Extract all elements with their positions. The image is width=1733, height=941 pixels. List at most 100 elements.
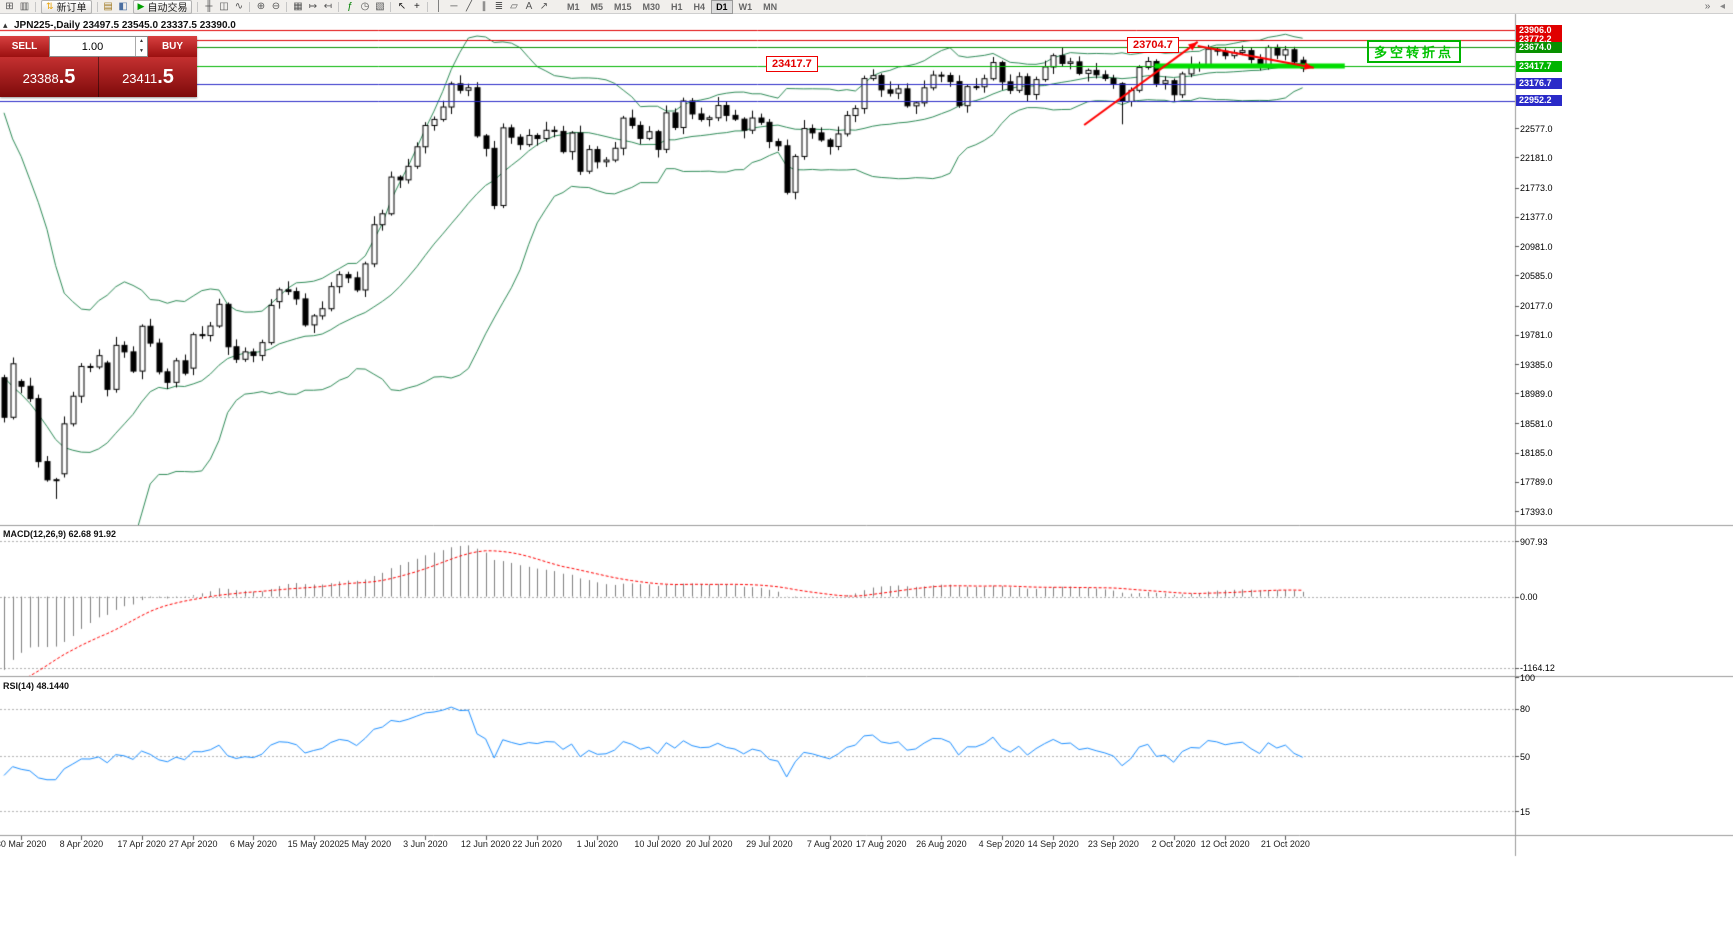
- price-axis-label: 21773.0: [1520, 183, 1553, 194]
- timeframe-h1[interactable]: H1: [671, 1, 683, 12]
- autotrading-button[interactable]: ▶ 自动交易: [132, 0, 193, 14]
- zoom-in-icon[interactable]: ⊕: [256, 1, 266, 12]
- date-axis-label: 30 Mar 2020: [0, 839, 47, 849]
- price-axis-label: 20585.0: [1520, 270, 1553, 281]
- trendline-icon[interactable]: ╱: [465, 1, 472, 12]
- timeframe-m1[interactable]: M1: [566, 1, 580, 12]
- buy-button[interactable]: BUY: [148, 36, 197, 57]
- toolbar-overflow-icon[interactable]: »: [1704, 1, 1711, 12]
- candlestick-icon[interactable]: ◫: [219, 1, 229, 12]
- line-chart-icon[interactable]: ∿: [234, 1, 244, 12]
- shapes-icon[interactable]: ▱: [510, 1, 518, 12]
- price-tag: 23906.0: [1516, 24, 1562, 36]
- arrows-icon[interactable]: ↗: [539, 1, 549, 12]
- date-axis-label: 1 Jul 2020: [576, 839, 619, 849]
- autotrading-icon: ▶: [137, 1, 145, 11]
- macd-axis-label: -1164.12: [1520, 663, 1555, 674]
- rsi-axis-label: 50: [1520, 751, 1531, 762]
- horizontal-line-icon[interactable]: ─: [450, 1, 458, 12]
- price-axis-label: 17393.0: [1520, 506, 1553, 517]
- one-click-trade-panel: SELL 1.00 ▲ ▼ BUY 23388.5 23411.5: [0, 36, 197, 97]
- sell-price-frac: .5: [58, 66, 76, 88]
- toolbar-separator: [35, 1, 36, 12]
- price-axis-label: 22181.0: [1520, 152, 1553, 163]
- macd-axis-label: 907.93: [1520, 536, 1548, 547]
- toolbar-separator: [96, 1, 98, 12]
- macd-indicator-label: MACD(12,26,9) 62.68 91.92: [3, 529, 117, 539]
- date-axis-label: 27 Apr 2020: [168, 839, 218, 849]
- date-axis-label: 6 May 2020: [229, 839, 277, 849]
- one-click-collapse-icon[interactable]: ▴: [3, 20, 8, 30]
- data-window-icon[interactable]: ◧: [118, 1, 128, 12]
- rsi-axis-label: 80: [1520, 704, 1531, 715]
- bar-chart-icon[interactable]: ╫: [205, 1, 213, 12]
- market-watch-icon[interactable]: ▤: [103, 1, 113, 12]
- date-axis-label: 15 May 2020: [287, 839, 340, 849]
- volume-value[interactable]: 1.00: [81, 40, 104, 53]
- buy-price-button[interactable]: 23411.5: [99, 57, 197, 97]
- toolbar-separator: [249, 1, 251, 12]
- volume-up-button[interactable]: ▲: [139, 38, 144, 44]
- indicators-icon[interactable]: ƒ: [347, 1, 353, 12]
- chart-shift-icon[interactable]: ↤: [323, 1, 333, 12]
- date-axis-label: 26 Aug 2020: [916, 839, 967, 849]
- price-axis-label: 18185.0: [1520, 448, 1553, 459]
- toolbar-separator: [286, 1, 288, 12]
- volume-down-button[interactable]: ▼: [139, 47, 144, 54]
- timeframe-h4[interactable]: H4: [693, 1, 706, 12]
- new-order-button[interactable]: ⇅ 新订单: [41, 0, 92, 14]
- timeframe-bar: M1 M5 M15 M30 H1 H4 D1 W1 MN: [561, 0, 782, 14]
- date-axis-label: 23 Sep 2020: [1087, 839, 1139, 849]
- price-tag: 23674.0: [1516, 41, 1562, 53]
- templates-icon[interactable]: ▧: [375, 1, 385, 12]
- channel-icon[interactable]: ∥: [481, 1, 487, 12]
- date-axis-label: 20 Jul 2020: [685, 839, 733, 849]
- new-order-icon: ⇅: [46, 1, 54, 11]
- volume-input[interactable]: 1.00 ▲ ▼: [49, 36, 148, 57]
- toolbar-right-icons: » ◂: [1700, 0, 1730, 13]
- sell-price-button[interactable]: 23388.5: [0, 57, 99, 97]
- timeframe-m30[interactable]: M30: [642, 1, 661, 12]
- new-chart-icon[interactable]: ⊞: [5, 1, 14, 12]
- macd-axis-label: 0.00: [1520, 592, 1538, 603]
- text-icon[interactable]: A: [525, 1, 533, 12]
- sell-price-main: 23388: [22, 71, 59, 86]
- rsi-axis-label: 15: [1520, 806, 1531, 817]
- sell-button[interactable]: SELL: [0, 36, 49, 57]
- date-axis-label: 22 Jun 2020: [512, 839, 562, 849]
- toolbar-separator: [390, 1, 392, 12]
- timeframe-m5[interactable]: M5: [590, 1, 603, 12]
- scroll-arrow-icon[interactable]: ◂: [1719, 1, 1726, 12]
- tile-windows-icon[interactable]: ▦: [293, 1, 303, 12]
- crosshair-icon[interactable]: +: [414, 1, 420, 12]
- timeframe-d1[interactable]: D1: [710, 0, 734, 14]
- price-axis-label: 21377.0: [1520, 212, 1553, 223]
- date-axis-label: 2 Oct 2020: [1151, 839, 1196, 849]
- vertical-line-icon[interactable]: │: [435, 1, 443, 12]
- fibonacci-icon[interactable]: ≣: [494, 1, 504, 12]
- date-axis-label: 17 Aug 2020: [855, 839, 907, 849]
- autotrading-label: 自动交易: [147, 3, 188, 14]
- price-axis-label: 20981.0: [1520, 241, 1553, 252]
- timeframe-m15[interactable]: M15: [614, 1, 632, 12]
- turning-point-label: 多空转折点: [1367, 40, 1462, 63]
- auto-scroll-icon[interactable]: ↦: [308, 1, 318, 12]
- buy-price-main: 23411: [122, 71, 158, 86]
- date-axis-label: 8 Apr 2020: [59, 839, 104, 849]
- price-axis-label: 19781.0: [1520, 330, 1553, 341]
- toolbar-separator: [197, 1, 199, 12]
- timeframe-w1[interactable]: W1: [738, 1, 753, 12]
- price-level-label-23417: 23417.7: [766, 56, 818, 72]
- profiles-icon[interactable]: ▥: [19, 1, 30, 12]
- zoom-out-icon[interactable]: ⊖: [271, 1, 281, 12]
- price-axis-label: 19385.0: [1520, 359, 1553, 370]
- price-tag: 23772.2: [1516, 34, 1562, 46]
- periods-icon[interactable]: ◷: [360, 1, 370, 12]
- rsi-indicator-label: RSI(14) 48.1440: [3, 681, 70, 691]
- price-axis-label: 20177.0: [1520, 301, 1553, 312]
- cursor-icon[interactable]: ↖: [397, 1, 407, 12]
- date-axis-label: 29 Jul 2020: [746, 839, 793, 849]
- price-tag: 22952.2: [1516, 95, 1562, 106]
- timeframe-mn[interactable]: MN: [763, 1, 778, 12]
